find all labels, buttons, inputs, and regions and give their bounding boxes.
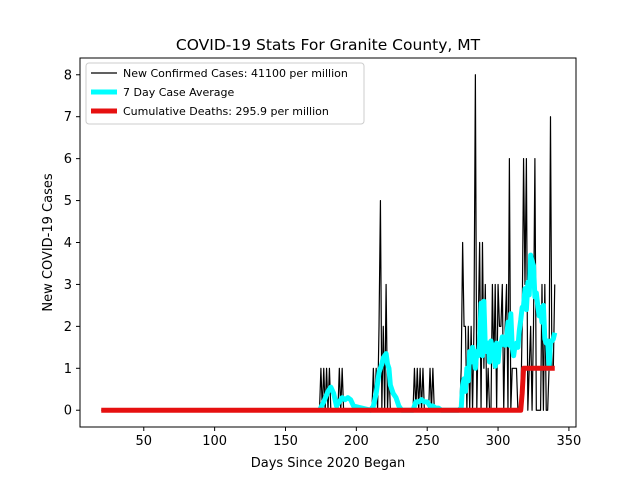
- y-tick-label: 2: [64, 320, 72, 335]
- x-axis-label: Days Since 2020 Began: [251, 456, 406, 471]
- x-tick-label: 50: [135, 434, 152, 449]
- y-tick-label: 8: [64, 68, 72, 83]
- y-tick-label: 0: [64, 404, 72, 419]
- legend-box: [85, 62, 365, 125]
- x-axis: 50 100 150 200 250 300 350: [135, 427, 581, 449]
- x-tick-label: 150: [273, 434, 298, 449]
- y-tick-label: 5: [64, 194, 72, 209]
- x-tick-label: 300: [486, 434, 511, 449]
- y-tick-label: 4: [64, 236, 72, 251]
- x-tick-label: 350: [557, 434, 582, 449]
- x-tick-label: 200: [344, 434, 369, 449]
- series-line-3: [101, 365, 555, 413]
- y-axis: 0 1 2 3 4 5 6 7 8: [64, 68, 80, 419]
- y-tick-label: 7: [64, 110, 72, 125]
- y-tick-label: 3: [64, 278, 72, 293]
- chart-title: COVID-19 Stats For Granite County, MT: [176, 36, 481, 54]
- legend-label: Cumulative Deaths: 295.9 per million: [123, 105, 329, 118]
- x-tick-label: 250: [415, 434, 440, 449]
- legend: New Confirmed Cases: 41100 per million 7 …: [85, 62, 365, 125]
- series-line-2: [317, 252, 558, 413]
- legend-label: New Confirmed Cases: 41100 per million: [123, 67, 348, 80]
- y-axis-label: New COVID-19 Cases: [41, 173, 56, 311]
- y-tick-label: 6: [64, 152, 72, 167]
- legend-label: 7 Day Case Average: [123, 86, 235, 99]
- series-layer: [101, 74, 558, 413]
- y-tick-label: 1: [64, 362, 72, 377]
- x-tick-label: 100: [202, 434, 227, 449]
